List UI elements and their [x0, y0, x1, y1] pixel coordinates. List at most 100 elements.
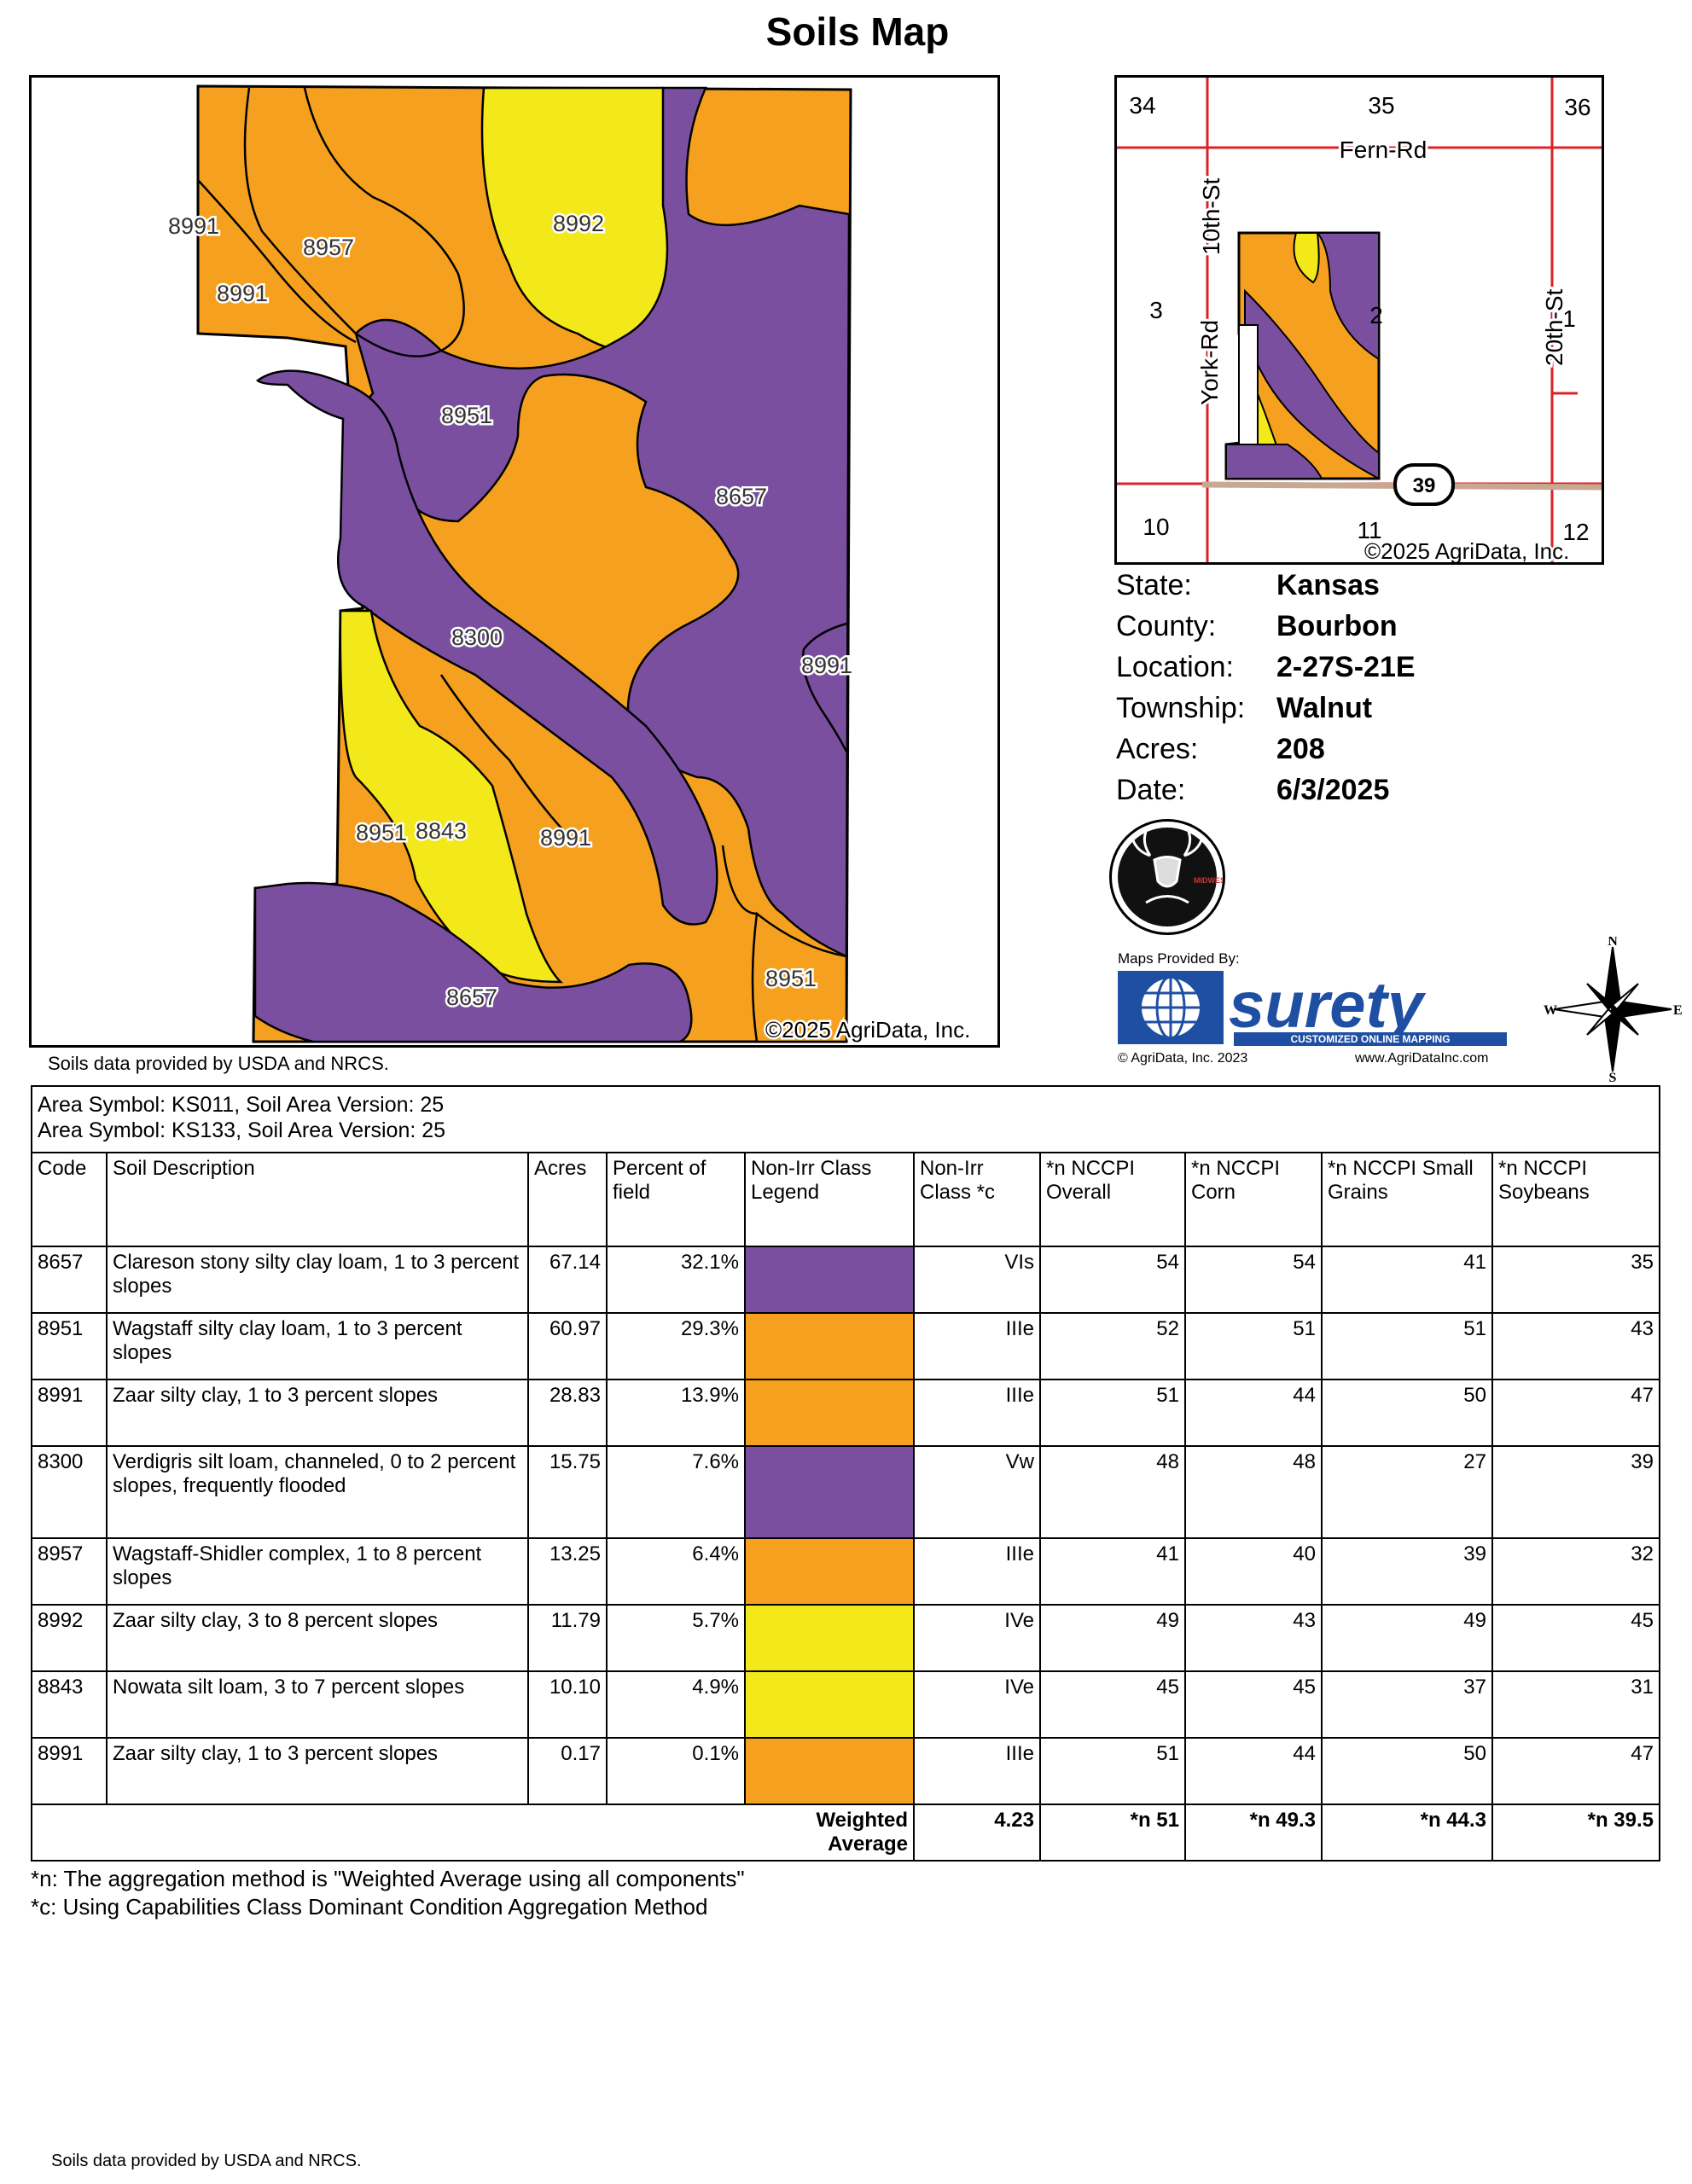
section-number: 10	[1143, 514, 1169, 540]
nccpi-overall: 54	[1039, 1246, 1186, 1314]
table-row: 8991 Zaar silty clay, 1 to 3 percent slop…	[31, 1737, 1660, 1805]
soil-acres: 11.79	[527, 1604, 608, 1672]
nccpi-overall: 49	[1039, 1604, 1186, 1672]
nccpi-corn: 40	[1184, 1537, 1323, 1606]
soil-acres: 15.75	[527, 1445, 608, 1539]
info-value-township: Walnut	[1276, 691, 1373, 724]
class-legend-swatch	[744, 1445, 915, 1539]
surety-copyright: © AgriData, Inc. 2023	[1118, 1051, 1248, 1066]
soil-label: 8951	[765, 966, 817, 991]
info-label: Township:	[1116, 691, 1246, 724]
soils-table: Area Symbol: KS011, Soil Area Version: 2…	[31, 1085, 1660, 1862]
column-header: *n NCCPI Overall	[1039, 1152, 1186, 1247]
class-legend-swatch	[744, 1737, 915, 1805]
blank-cell	[31, 1804, 745, 1862]
soil-boundary-8951-bottom	[721, 845, 758, 915]
soil-code: 8991	[31, 1379, 108, 1447]
nccpi-soybeans: 43	[1491, 1312, 1660, 1380]
deer-icon: MIDWEST	[1118, 828, 1230, 926]
info-value-location: 2-27S-21E	[1276, 650, 1416, 683]
soil-boundary-8991-bottom	[439, 674, 579, 846]
info-label: Acres:	[1116, 732, 1199, 765]
section-number: 2	[1369, 302, 1383, 328]
soil-description: Wagstaff silty clay loam, 1 to 3 percent…	[106, 1312, 529, 1380]
class-legend-swatch	[744, 1670, 915, 1739]
nccpi-soybeans: 39	[1491, 1445, 1660, 1539]
soil-label: 8657	[716, 484, 767, 509]
surety-tagline: CUSTOMIZED ONLINE MAPPING	[1290, 1033, 1450, 1045]
soil-boundary-8991-right	[802, 622, 848, 752]
non-irr-class: IIIe	[913, 1737, 1041, 1805]
soil-percent: 4.9%	[606, 1670, 746, 1739]
weighted-class: 4.23	[913, 1804, 1041, 1862]
map-copyright: ©2025 AgriData, Inc.	[765, 1017, 970, 1043]
soil-acres: 13.25	[527, 1537, 608, 1606]
nccpi-small-grains: 50	[1321, 1379, 1493, 1447]
table-row: 8992 Zaar silty clay, 3 to 8 percent slop…	[31, 1604, 1660, 1672]
non-irr-class: IVe	[913, 1670, 1041, 1739]
soil-label: 8957	[303, 235, 354, 260]
location-map-copyright: ©2025 AgriData, Inc.	[1364, 538, 1569, 562]
nccpi-soybeans: 32	[1491, 1537, 1660, 1606]
compass-w: W	[1544, 1003, 1557, 1018]
property-info: State: Kansas County: Bourbon Location: 2-2…	[1116, 565, 1416, 810]
nccpi-small-grains: 49	[1321, 1604, 1493, 1672]
soil-code: 8657	[31, 1246, 108, 1314]
soil-polygon-8657-bottom	[253, 881, 693, 1043]
soils-map[interactable]: 8991 8957 8991 8992 8951 8657 8300 8991 …	[29, 75, 1000, 1048]
area-symbol-row: Area Symbol: KS011, Soil Area Version: 2…	[31, 1085, 1660, 1153]
soil-code: 8951	[31, 1312, 108, 1380]
compass-s: S	[1609, 1071, 1617, 1082]
nccpi-corn: 44	[1184, 1379, 1323, 1447]
class-legend-swatch	[744, 1312, 915, 1380]
nccpi-overall: 48	[1039, 1445, 1186, 1539]
bottom-source-note: Soils data provided by USDA and NRCS.	[51, 2152, 362, 2170]
column-header: *n NCCPI Soybeans	[1491, 1152, 1660, 1247]
soil-percent: 7.6%	[606, 1445, 746, 1539]
soil-description: Clareson stony silty clay loam, 1 to 3 p…	[106, 1246, 529, 1314]
soil-acres: 10.10	[527, 1670, 608, 1739]
soil-acres: 67.14	[527, 1246, 608, 1314]
soil-description: Verdigris silt loam, channeled, 0 to 2 p…	[106, 1445, 529, 1539]
nccpi-small-grains: 41	[1321, 1246, 1493, 1314]
table-row: 8300 Verdigris silt loam, channeled, 0 to…	[31, 1445, 1660, 1539]
info-row-location: Location: 2-27S-21E	[1116, 647, 1416, 688]
info-row-date: Date: 6/3/2025	[1116, 770, 1416, 810]
soil-label: 8991	[801, 653, 852, 678]
column-header: Soil Description	[106, 1152, 529, 1247]
soil-polygon-8657-right	[354, 86, 851, 958]
nccpi-overall: 52	[1039, 1312, 1186, 1380]
soil-code: 8991	[31, 1737, 108, 1805]
class-legend-swatch	[744, 1537, 915, 1606]
nccpi-overall: 41	[1039, 1537, 1186, 1606]
compass-e: E	[1673, 1003, 1683, 1018]
soil-polygon-8843	[339, 609, 564, 984]
footnote: *c: Using Capabilities Class Dominant Co…	[31, 1894, 708, 1920]
info-row-county: County: Bourbon	[1116, 606, 1416, 647]
weighted-corn: *n 49.3	[1184, 1804, 1323, 1862]
nccpi-corn: 54	[1184, 1246, 1323, 1314]
footnote: *n: The aggregation method is "Weighted …	[31, 1866, 745, 1891]
info-label: Location:	[1116, 650, 1234, 683]
soil-polygon-8300-channel	[256, 369, 718, 926]
nccpi-soybeans: 31	[1491, 1670, 1660, 1739]
soil-description: Zaar silty clay, 3 to 8 percent slopes	[106, 1604, 529, 1672]
column-header: Code	[31, 1152, 108, 1247]
info-label: State:	[1116, 568, 1192, 601]
highway-shield: 39	[1413, 474, 1436, 497]
non-irr-class: Vw	[913, 1445, 1041, 1539]
class-legend-swatch	[744, 1604, 915, 1672]
info-label: County:	[1116, 609, 1217, 642]
soil-label: 8657	[446, 985, 497, 1010]
road-label-york: York-Rd	[1196, 320, 1223, 405]
soil-description: Nowata silt loam, 3 to 7 percent slopes	[106, 1670, 529, 1739]
nccpi-overall: 45	[1039, 1670, 1186, 1739]
soil-acres: 28.83	[527, 1379, 608, 1447]
location-map[interactable]: 39 34 35 36 3 2 1 10 11 12 Fern-Rd 10th-…	[1114, 75, 1604, 565]
nccpi-corn: 48	[1184, 1445, 1323, 1539]
non-irr-class: VIs	[913, 1246, 1041, 1314]
non-irr-class: IIIe	[913, 1312, 1041, 1380]
info-value-date: 6/3/2025	[1276, 773, 1390, 806]
surety-url: www.AgriDataInc.com	[1355, 1051, 1489, 1066]
soil-acres: 0.17	[527, 1737, 608, 1805]
